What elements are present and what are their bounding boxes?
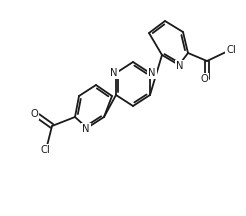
Text: N: N bbox=[110, 68, 118, 78]
Text: Cl: Cl bbox=[40, 145, 50, 155]
Text: O: O bbox=[200, 74, 208, 84]
Text: Cl: Cl bbox=[226, 45, 236, 55]
Text: N: N bbox=[176, 61, 184, 71]
Text: N: N bbox=[82, 124, 90, 134]
Text: N: N bbox=[148, 68, 156, 78]
Text: O: O bbox=[30, 109, 38, 119]
